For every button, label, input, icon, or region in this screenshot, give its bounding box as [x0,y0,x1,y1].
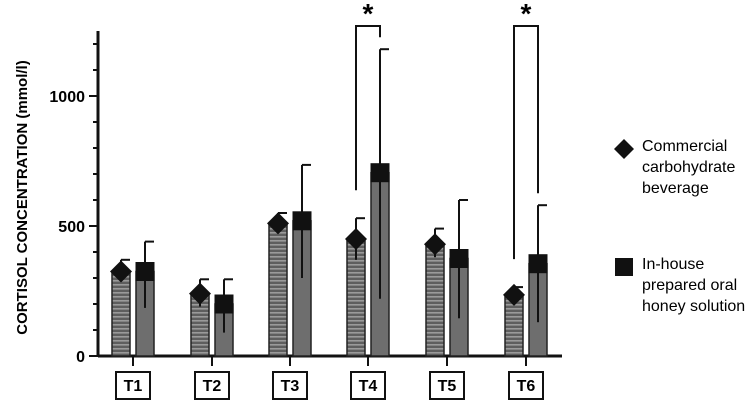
category-label: T5 [438,378,457,395]
category-label: T6 [517,378,536,395]
category-box [115,371,151,400]
category-box [350,371,386,400]
bar [268,222,288,357]
category-label: T2 [203,378,222,395]
legend-label-series-1: Commercial carbohydrate beverage [642,138,736,197]
point-marker [345,228,367,250]
significance-bracket [513,25,539,260]
x-axis: T1 T2 T3 T4 T5 T6 [98,354,562,400]
bar [111,270,131,357]
category-label: T4 [359,378,378,395]
y-tick-label: 1000 [49,89,85,106]
y-axis: 0 500 1000 CORTISOL CONCENTRATION (mmol/l) [14,31,100,366]
point-marker [189,282,211,305]
point-marker [135,262,155,281]
y-tick-label: 500 [58,219,85,236]
category-label: T1 [124,378,143,395]
point-marker [214,294,234,314]
legend-item-series-2: In-house prepared oral honey solution [606,254,750,317]
category-box [194,371,230,400]
diamond-icon [606,136,642,162]
y-axis-title: CORTISOL CONCENTRATION (mmol/l) [14,60,31,334]
point-marker [424,233,446,256]
point-marker [449,249,469,268]
point-marker [267,212,289,235]
category-box [429,371,465,400]
significance-asterisk: * [363,0,374,29]
significance-bracket [355,25,381,191]
point-marker [110,260,132,283]
category-label: T3 [281,378,300,395]
point-marker [370,163,390,183]
category-box [508,371,544,400]
bars [110,48,548,357]
bar [425,243,445,357]
square-icon [606,254,642,280]
point-marker [528,254,548,274]
category-box [272,371,308,400]
point-marker [503,283,525,306]
significance-brackets: * * [355,0,539,260]
y-tick-label: 0 [76,349,85,366]
legend-label-series-2: In-house prepared oral honey solution [642,256,746,315]
point-marker [292,211,312,231]
legend-item-series-1: Commercial carbohydrate beverage [606,136,750,199]
significance-asterisk: * [521,0,532,29]
